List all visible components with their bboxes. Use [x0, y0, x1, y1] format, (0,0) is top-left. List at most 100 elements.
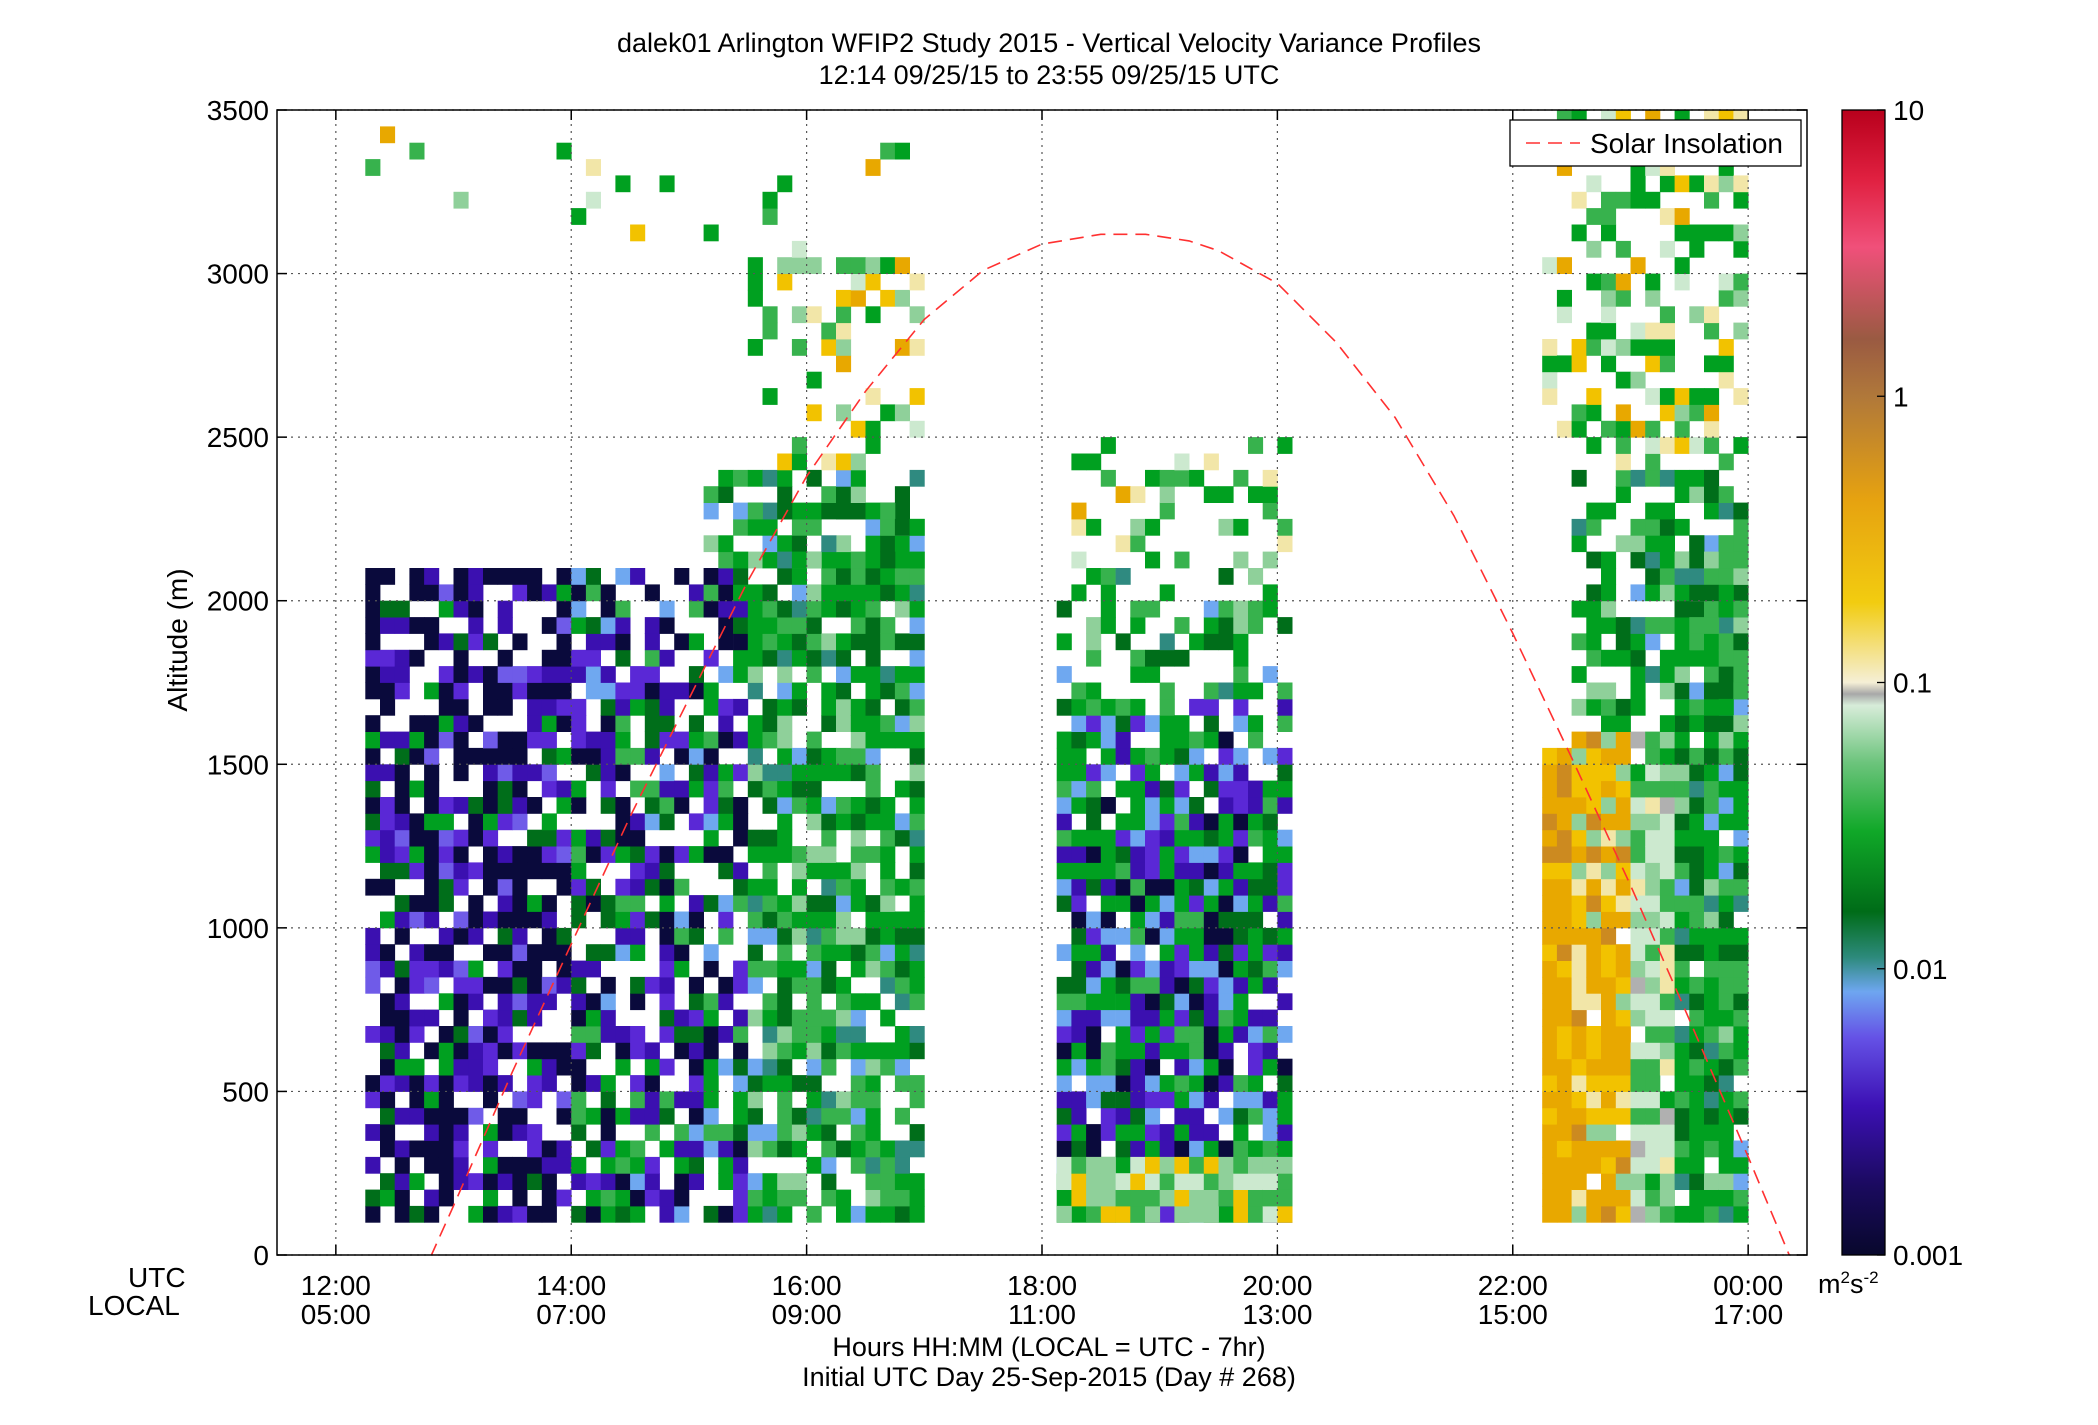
heatmap-cell: [777, 895, 793, 912]
heatmap-cell: [1056, 1042, 1072, 1060]
heatmap-cell: [1277, 927, 1293, 945]
heatmap-cell: [1733, 437, 1749, 454]
heatmap-cell: [1674, 846, 1690, 863]
heatmap-cell: [1689, 1042, 1705, 1060]
heatmap-cell: [674, 1009, 690, 1027]
heatmap-cell: [1218, 1189, 1234, 1207]
heatmap-cell: [1704, 813, 1720, 831]
heatmap-cell: [483, 797, 499, 814]
y-tick-label: 3000: [207, 259, 269, 290]
heatmap-cell: [600, 666, 616, 683]
axis-ticks: 12:0005:0014:0007:0016:0009:0018:0011:00…: [207, 95, 1807, 1330]
heatmap-cell: [909, 829, 925, 847]
heatmap-cell: [1586, 993, 1602, 1011]
heatmap-cell: [453, 862, 469, 880]
heatmap-cell: [1645, 731, 1661, 749]
heatmap-cell: [733, 649, 749, 667]
heatmap-cell: [718, 633, 734, 651]
heatmap-cell: [453, 846, 469, 863]
heatmap-cell: [1571, 420, 1587, 438]
heatmap-cell: [733, 960, 749, 978]
heatmap-cell: [1277, 535, 1293, 553]
heatmap-cell: [762, 633, 778, 651]
heatmap-cell: [1733, 1091, 1749, 1109]
heatmap-cell: [1718, 535, 1734, 553]
heatmap-cell: [483, 944, 499, 961]
heatmap-cell: [556, 1156, 572, 1174]
heatmap-cell: [850, 1042, 866, 1060]
heatmap-cell: [688, 976, 704, 994]
heatmap-cell: [1145, 846, 1161, 863]
heatmap-cell: [880, 518, 896, 536]
heatmap-cell: [1689, 535, 1705, 553]
heatmap-cell: [1248, 1107, 1264, 1125]
heatmap-cell: [1718, 224, 1734, 242]
heatmap-cell: [1056, 944, 1072, 961]
heatmap-cell: [1733, 813, 1749, 831]
heatmap-cell: [659, 944, 675, 961]
heatmap-cell: [1248, 780, 1264, 798]
heatmap-cell: [1556, 813, 1572, 831]
heatmap-cell: [497, 1156, 513, 1174]
heatmap-cell: [865, 1091, 881, 1109]
heatmap-cell: [1159, 747, 1175, 765]
heatmap-cell: [615, 731, 631, 749]
heatmap-cell: [777, 1075, 793, 1092]
heatmap-cell: [424, 976, 440, 994]
heatmap-cell: [718, 568, 734, 585]
heatmap-cell: [424, 829, 440, 847]
heatmap-cell: [585, 1107, 601, 1125]
heatmap-cell: [585, 617, 601, 634]
heatmap-cell: [1601, 976, 1617, 994]
heatmap-cell: [630, 682, 646, 700]
heatmap-cell: [409, 1009, 425, 1027]
heatmap-cell: [380, 944, 396, 961]
heatmap-cell: [718, 1205, 734, 1223]
heatmap-cell: [394, 1026, 410, 1043]
heatmap-cell: [1233, 747, 1249, 765]
heatmap-cell: [1218, 1107, 1234, 1125]
heatmap-cell: [1174, 813, 1190, 831]
heatmap-cell: [585, 829, 601, 847]
heatmap-cell: [615, 633, 631, 651]
heatmap-cell: [1704, 535, 1720, 553]
heatmap-cell: [1189, 747, 1205, 765]
heatmap-cell: [468, 927, 484, 945]
heatmap-cell: [1248, 911, 1264, 929]
heatmap-cell: [747, 715, 763, 732]
heatmap-cell: [556, 878, 572, 896]
heatmap-cell: [1674, 568, 1690, 585]
heatmap-cell: [453, 666, 469, 683]
heatmap-cell: [424, 617, 440, 634]
heatmap-cell: [659, 1009, 675, 1027]
heatmap-cell: [806, 371, 822, 389]
heatmap-cell: [1071, 780, 1087, 798]
heatmap-cell: [438, 846, 454, 863]
heatmap-cell: [1630, 339, 1646, 356]
heatmap-cell: [1542, 355, 1558, 373]
heatmap-cell: [1615, 617, 1631, 634]
heatmap-cell: [1645, 633, 1661, 651]
heatmap-cell: [409, 862, 425, 880]
heatmap-cell: [894, 535, 910, 553]
heatmap-cell: [541, 993, 557, 1011]
heatmap-cell: [1130, 486, 1146, 503]
heatmap-cell: [733, 813, 749, 831]
heatmap-cell: [1689, 1124, 1705, 1141]
heatmap-cell: [836, 715, 852, 732]
heatmap-cell: [1056, 1156, 1072, 1174]
heatmap-cell: [1674, 600, 1690, 618]
heatmap-cell: [1586, 322, 1602, 340]
heatmap-cell: [1645, 502, 1661, 520]
x-tick-label-utc: 00:00: [1713, 1270, 1783, 1301]
heatmap-cell: [1115, 878, 1131, 896]
heatmap-cell: [1689, 1009, 1705, 1027]
heatmap-cell: [1571, 878, 1587, 896]
heatmap-cell: [365, 1205, 381, 1223]
heatmap-cell: [1601, 862, 1617, 880]
heatmap-cell: [747, 551, 763, 569]
heatmap-cell: [1704, 1173, 1720, 1190]
heatmap-cell: [1571, 518, 1587, 536]
heatmap-cell: [880, 976, 896, 994]
heatmap-cell: [850, 617, 866, 634]
